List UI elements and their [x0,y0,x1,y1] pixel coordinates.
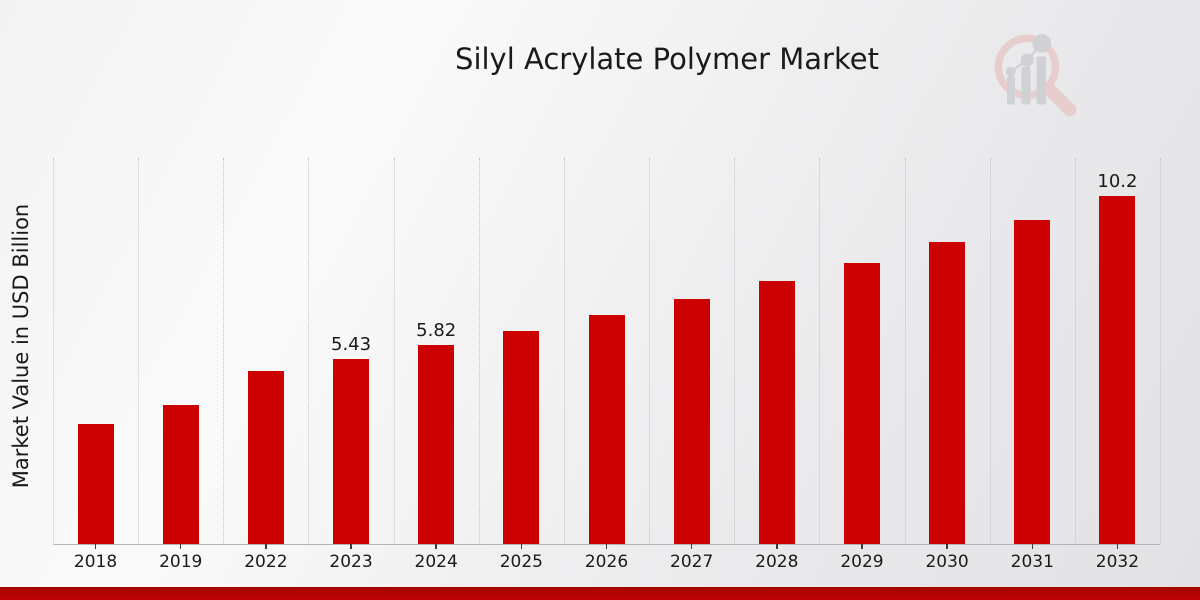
gridline [819,158,821,544]
x-tick-label-2019: 2019 [159,552,203,572]
x-tick-label-2028: 2028 [755,552,799,572]
x-tick-mark [94,544,97,549]
gridline [393,158,395,544]
gridline [308,158,310,544]
x-tick-label-2029: 2029 [840,552,884,572]
x-tick-label-2023: 2023 [329,552,373,572]
x-tick-label-2027: 2027 [670,552,714,572]
bar-2026 [588,315,625,544]
market-research-logo [994,34,1077,117]
gridline [734,158,736,544]
bar-2028 [758,281,795,544]
bar-2027 [673,299,710,544]
x-tick-label-2022: 2022 [244,552,288,572]
gridline [904,158,906,544]
x-tick-mark [265,544,267,549]
x-tick-label-2026: 2026 [584,552,629,572]
x-tick-label-2032: 2032 [1095,552,1140,572]
chart-title: Silyl Acrylate Polymer Market [455,42,879,76]
x-tick-mark [1031,544,1034,549]
x-tick-mark [179,544,182,549]
footer-accent-bar [0,587,1200,600]
bar-2023 [333,358,370,544]
gridline [138,158,140,544]
x-tick-mark [520,544,523,549]
gridline [1160,158,1161,544]
y-axis-label: Market Value in USD Billion [9,203,33,489]
x-tick-mark [605,544,608,549]
x-tick-mark [350,544,352,549]
bar-2024 [418,345,455,544]
bar-2029 [843,262,880,544]
bar-2019 [162,404,199,544]
x-tick-label-2031: 2031 [1010,552,1054,572]
gridline [53,158,54,544]
bar-2018 [77,424,114,544]
bar-value-label-2023: 5.43 [330,333,372,355]
gridline [649,158,651,544]
x-tick-mark [690,544,693,549]
bar-2031 [1014,220,1051,544]
bar-2030 [929,242,966,544]
gridline [1074,158,1076,544]
gridline [563,158,565,544]
x-tick-mark [435,544,437,549]
bar-2032 [1099,195,1136,544]
x-tick-mark [1116,544,1119,549]
bar-2025 [503,330,540,544]
x-tick-mark [861,544,863,549]
bar-chart-icon [1005,34,1051,105]
x-tick-label-2030: 2030 [925,552,969,572]
bar-value-label-2032: 10.2 [1097,170,1138,192]
gridline [478,158,480,544]
bar-2022 [247,371,284,544]
x-tick-label-2024: 2024 [414,552,458,572]
x-tick-label-2018: 2018 [73,552,118,572]
gridline [223,158,225,544]
x-tick-label-2025: 2025 [499,552,543,572]
gridline [989,158,991,544]
x-tick-mark [946,544,948,549]
x-tick-mark [776,544,778,549]
plot-area: 2018 2019 2022 5.43 2023 5.82 2024 2025 2026 2027… [53,158,1161,572]
bar-value-label-2024: 5.82 [416,320,457,342]
